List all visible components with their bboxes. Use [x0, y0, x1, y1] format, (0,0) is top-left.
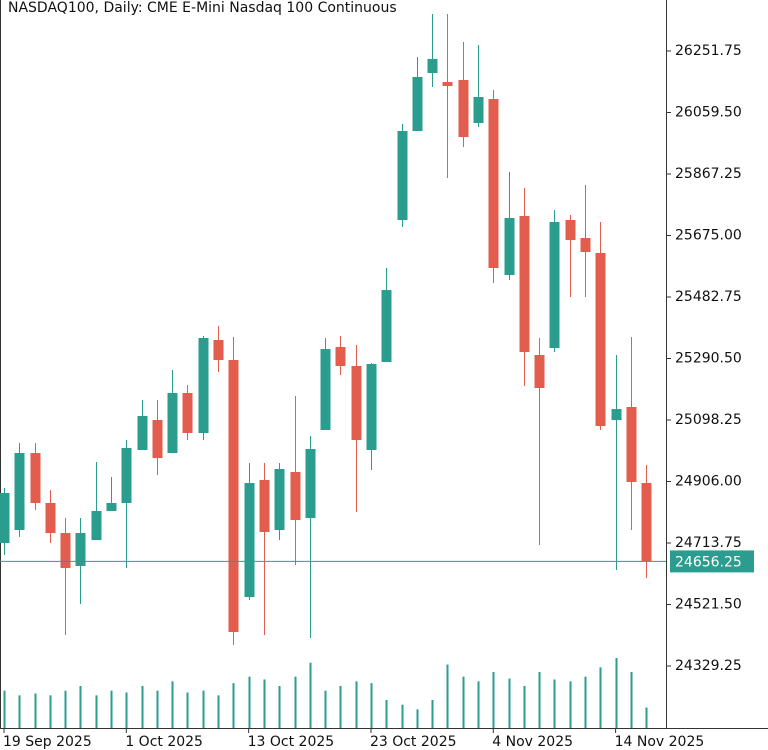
candle-body [397, 130, 408, 220]
candle-body [488, 99, 499, 269]
candle-body [427, 58, 438, 74]
last-price-label: 24656.25 [675, 554, 742, 570]
candle-body [549, 222, 560, 348]
candle-body [30, 453, 41, 504]
y-tick-label: 24906.00 [675, 474, 742, 490]
candle-body [121, 447, 132, 504]
y-tick-label: 24713.75 [675, 535, 742, 551]
candle-body [14, 453, 25, 531]
x-tick-label: 4 Nov 2025 [492, 734, 573, 750]
candle-body [91, 511, 102, 540]
x-tick-label: 1 Oct 2025 [125, 734, 203, 750]
candle-body [228, 360, 239, 632]
y-tick-label: 24521.50 [675, 597, 742, 613]
candle-body [641, 483, 652, 562]
y-tick-label: 25867.25 [675, 166, 742, 182]
candle-body [60, 533, 71, 569]
y-tick-label: 25675.00 [675, 228, 742, 244]
candle-body [305, 449, 316, 519]
candle-body [611, 409, 622, 420]
plot [0, 14, 652, 728]
candle-body [458, 80, 469, 138]
y-tick-label: 25290.50 [675, 351, 742, 367]
candle-body [519, 215, 530, 353]
candle-body [626, 407, 637, 482]
candle-body [504, 218, 515, 276]
candle-body [75, 533, 86, 567]
y-tick-label: 24329.25 [675, 658, 742, 674]
candle-body [106, 503, 117, 512]
candle-body [442, 81, 453, 86]
x-tick-label: 19 Sep 2025 [3, 734, 92, 750]
candle-body [290, 472, 301, 520]
y-tick-label: 25098.25 [675, 412, 742, 428]
candle-body [45, 503, 56, 534]
x-tick-label: 14 Nov 2025 [615, 734, 705, 750]
candle-body [366, 364, 377, 451]
candle-body [137, 416, 148, 451]
candle-body [198, 338, 209, 434]
candle-body [152, 419, 163, 459]
candle-body [335, 346, 346, 366]
candle-body [320, 349, 331, 431]
candle-body [182, 392, 193, 434]
y-tick-label: 26251.75 [675, 43, 742, 59]
x-tick-label: 13 Oct 2025 [248, 734, 335, 750]
candle-body [580, 238, 591, 253]
x-tick-label: 23 Oct 2025 [370, 734, 457, 750]
candle-body [213, 339, 224, 361]
candle-body [0, 493, 10, 544]
candle-body [473, 96, 484, 124]
candle-body [381, 290, 392, 363]
candle-body [595, 253, 606, 427]
candle-body [412, 77, 423, 131]
candle-body [565, 219, 576, 241]
last-price-box [670, 550, 754, 573]
y-tick-label: 25482.75 [675, 289, 742, 305]
candle-body [167, 392, 178, 454]
chart-title: NASDAQ100, Daily: CME E-Mini Nasdaq 100 … [8, 0, 397, 16]
candle-body [534, 354, 545, 389]
y-tick-label: 26059.50 [675, 105, 742, 121]
candle-body [274, 469, 285, 531]
candle-body [244, 483, 255, 598]
candle-body [351, 365, 362, 440]
candle-body [259, 480, 270, 532]
